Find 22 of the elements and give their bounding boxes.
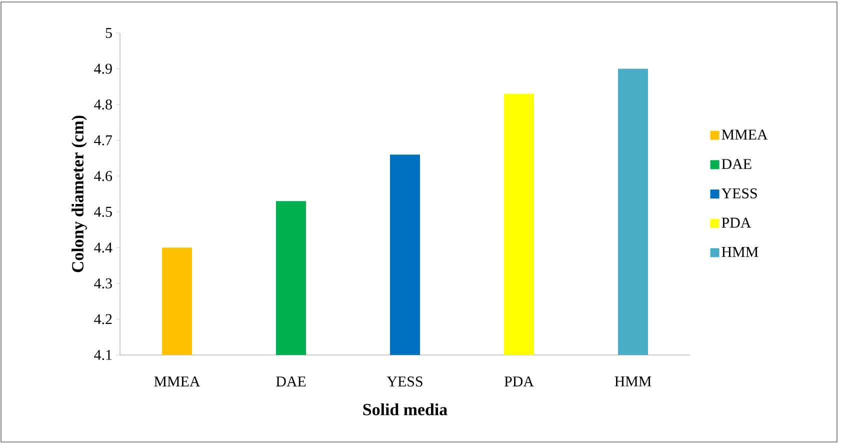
y-tick-label: 4.6	[94, 171, 112, 182]
y-axis-title: Colony diameter (cm)	[72, 116, 87, 272]
x-tick-label: PDA	[504, 376, 534, 386]
legend-label: YESS	[721, 188, 757, 198]
legend-label: HMM	[722, 247, 758, 257]
y-tick-label: 4.1	[94, 350, 112, 360]
y-tick-label: 4.8	[94, 99, 112, 110]
y-tick-label: 4.9	[94, 64, 112, 74]
y-tick-label: 4.5	[94, 206, 112, 217]
y-tick-label: 4.4	[94, 242, 112, 253]
legend-label: DAE	[722, 158, 752, 169]
x-tick-label: YESS	[386, 376, 422, 387]
x-tick-label: MMEA	[154, 376, 200, 386]
y-tick-label: 5	[106, 28, 112, 38]
x-axis-title: Solid media	[363, 403, 448, 416]
x-tick-label: DAE	[276, 376, 306, 386]
y-tick-label: 4.7	[94, 135, 112, 146]
legend-label: MMEA	[722, 130, 768, 140]
x-tick-label: HMM	[614, 376, 652, 386]
legend-label: PDA	[722, 218, 752, 228]
y-tick-label: 4.2	[94, 314, 112, 324]
y-tick-label: 4.3	[94, 278, 112, 288]
